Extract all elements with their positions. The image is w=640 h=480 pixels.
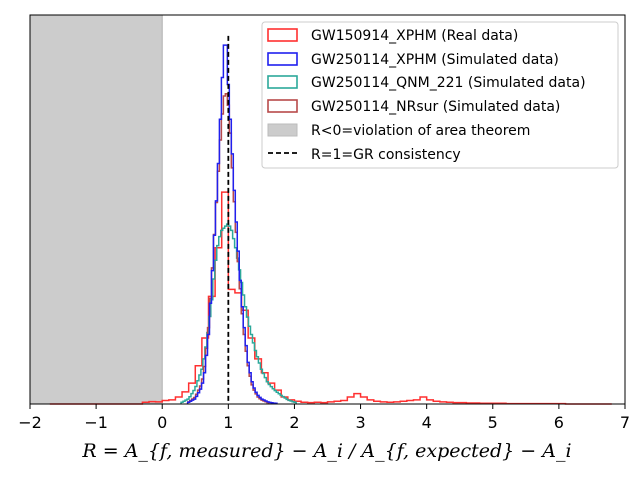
legend-swatch-gw250114-xphm [267,52,298,66]
x-tick-label: 5 [488,413,498,432]
x-axis-label-text: R = A_{f, measured} − A_i / A_{f, expect… [81,440,571,462]
legend-swatch-area-violation [267,123,298,137]
legend: GW150914_XPHM (Real data) GW250114_XPHM … [261,21,619,169]
legend-label-gw250114-qnm221: GW250114_QNM_221 (Simulated data) [311,75,586,91]
x-tick-label: 1 [223,413,233,432]
x-axis: −2 −1 0 1 2 3 4 5 6 7 [18,404,630,432]
legend-label-gr-consistency: R=1=GR consistency [311,147,461,163]
legend-box [261,21,619,169]
x-tick-label: 6 [554,413,564,432]
legend-swatch-gw250114-nrsur [267,99,298,113]
shaded-region-area-violation [29,14,163,405]
x-tick-label: 3 [355,413,365,432]
x-tick-label: −1 [84,413,108,432]
x-tick-label: 0 [157,413,167,432]
x-tick-label: −2 [18,413,42,432]
x-tick-label: 4 [422,413,432,432]
legend-label-gw250114-nrsur: GW250114_NRsur (Simulated data) [311,99,560,115]
histogram-gw150914-xphm [49,191,612,405]
plot-area [29,14,612,405]
histogram-gw250114-xphm [186,44,278,405]
legend-label-area-violation: R<0=violation of area theorem [311,123,530,139]
legend-swatch-gw150914-xphm [267,28,298,42]
legend-label-gw150914-xphm: GW150914_XPHM (Real data) [311,28,518,44]
x-tick-label: 7 [620,413,630,432]
legend-label-gw250114-xphm: GW250114_XPHM (Simulated data) [311,52,559,68]
x-axis-label: R = A_{f, measured} − A_i / A_{f, expect… [81,440,571,462]
legend-swatch-gw250114-qnm221 [267,75,298,89]
x-tick-label: 2 [289,413,299,432]
axes-frame [29,14,626,405]
